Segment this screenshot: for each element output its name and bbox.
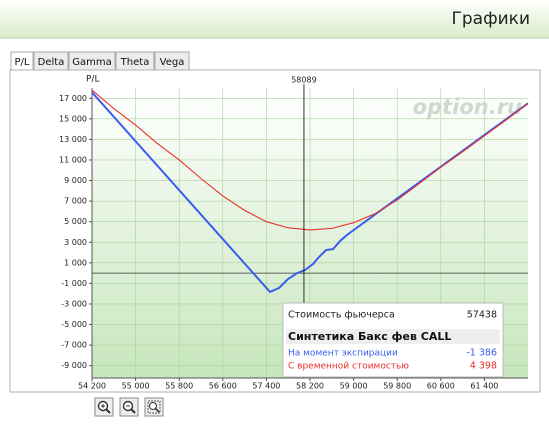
watermark: option.ru [413, 95, 522, 119]
tab[interactable]: P/L [10, 51, 34, 71]
x-tick-label: 57 400 [252, 382, 280, 391]
x-tick-label: 58 200 [296, 382, 324, 391]
tab-bar: P/L Delta Gamma Theta Vega [10, 51, 190, 71]
y-tick-label: 7 000 [64, 197, 87, 206]
zoom-out-button[interactable] [119, 397, 139, 417]
x-tick-label: 60 600 [427, 382, 455, 391]
y-tick-label: 11 000 [59, 155, 87, 164]
tooltip-series-value: -1 386 [466, 348, 497, 359]
tooltip-title-bg [286, 329, 500, 344]
x-tick-label: 55 000 [122, 382, 150, 391]
y-tick-label: 5 000 [64, 217, 87, 226]
tooltip-series-value: 4 398 [470, 361, 497, 372]
x-tick-label: 59 800 [383, 382, 411, 391]
y-tick-label: -9 000 [61, 361, 87, 370]
y-tick-label: 13 000 [59, 135, 87, 144]
x-tick-label: 61 400 [470, 382, 498, 391]
chart: 17 000 15 000 13 000 11 000 9 000 7 000 5 000 3… [59, 75, 529, 391]
y-tick-label: -3 000 [61, 299, 87, 308]
tab[interactable]: Theta [115, 51, 155, 71]
series-line [91, 89, 529, 231]
tooltip-title: Синтетика Бакс фев CALL [288, 330, 451, 343]
crosshair-label: 58089 [291, 76, 316, 85]
zoom-in-button[interactable] [94, 397, 114, 417]
x-tick-label: 59 000 [340, 382, 368, 391]
tooltip-price-label: Стоимость фьючерса [288, 310, 395, 321]
header-bar [0, 0, 549, 38]
tab-label[interactable]: Theta [120, 57, 150, 68]
y-tick-label: 9 000 [64, 176, 87, 185]
zoom-reset-button[interactable] [144, 397, 164, 417]
tab[interactable]: Gamma [68, 51, 116, 71]
y-tick-label: 17 000 [59, 94, 87, 103]
tooltip: Стоимость фьючерса 57438 Синтетика Бакс фе… [282, 302, 504, 378]
x-tick-label: 56 600 [209, 382, 237, 391]
y-tick-label: 15 000 [59, 114, 87, 123]
y-tick-label: -5 000 [61, 320, 87, 329]
header-title: Графики [452, 9, 530, 29]
y-axis-label: P/L [86, 75, 99, 85]
y-tick-label: -7 000 [61, 341, 87, 350]
y-tick-label: 3 000 [64, 238, 87, 247]
tooltip-series-name: На момент экспирации [288, 349, 398, 359]
x-tick-label: 55 800 [165, 382, 193, 391]
tab-label[interactable]: Gamma [72, 57, 112, 68]
tab[interactable]: Vega [154, 51, 190, 71]
series-line [91, 91, 529, 294]
tab-label[interactable]: P/L [15, 57, 30, 68]
tooltip-price: 57438 [467, 310, 497, 321]
tooltip-series-name: С временной стоимостью [288, 362, 409, 372]
tab[interactable]: Delta [33, 51, 69, 71]
y-tick-label: 1 000 [64, 258, 87, 267]
tab-label[interactable]: Vega [160, 57, 185, 68]
y-tick-label: -1 000 [61, 279, 87, 288]
tab-label[interactable]: Delta [38, 57, 65, 68]
x-tick-label: 54 200 [78, 382, 106, 391]
